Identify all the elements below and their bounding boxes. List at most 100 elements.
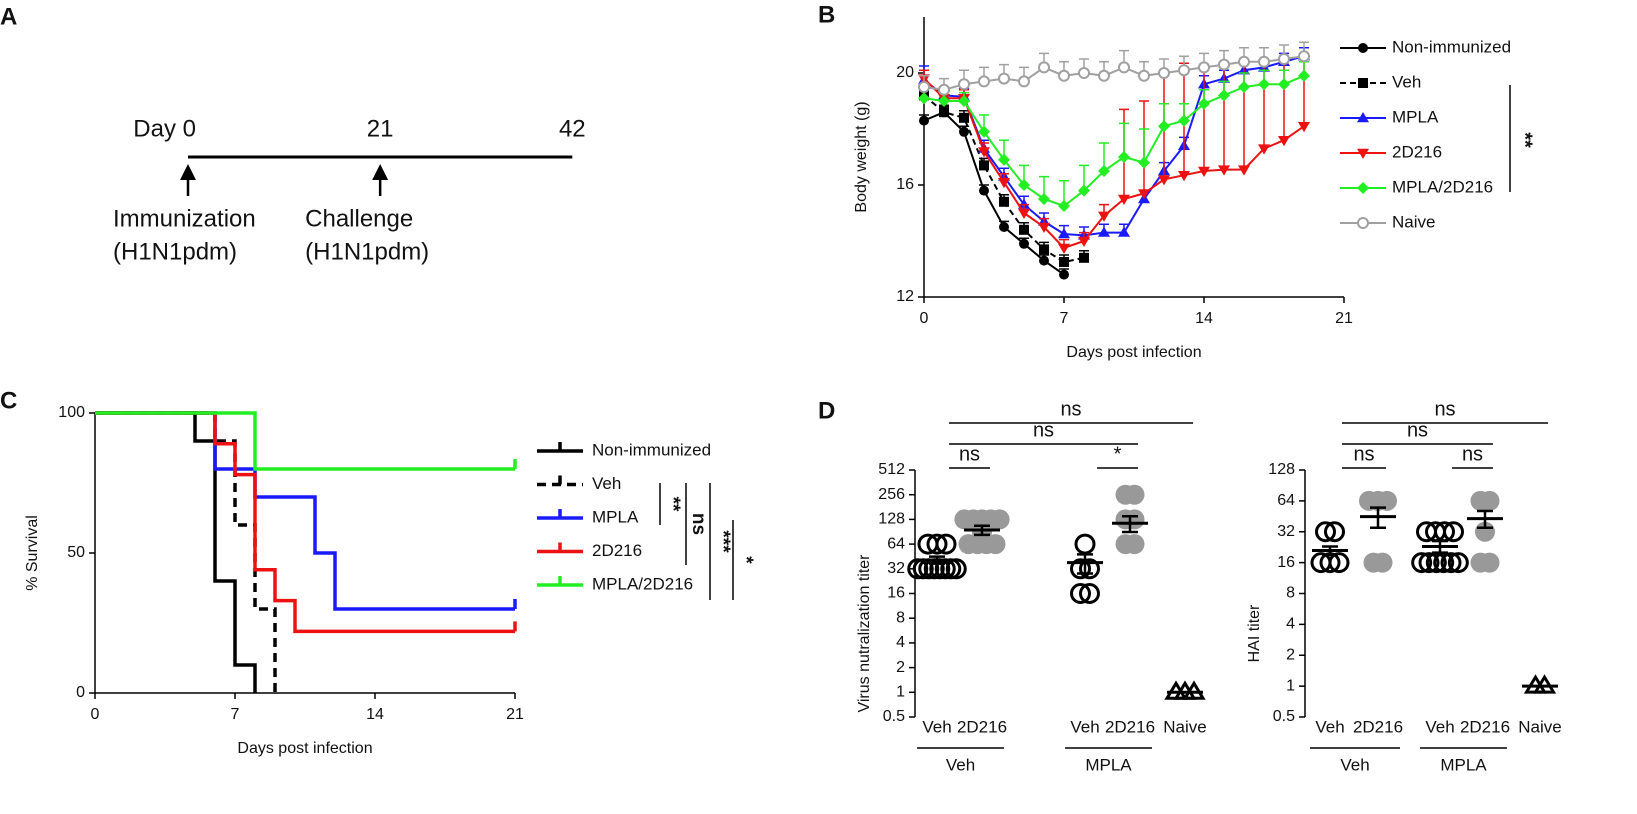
y-tick-label: 1: [1286, 677, 1295, 694]
y-axis-label: HAI titer: [1246, 604, 1263, 662]
y-axis-label: % Survival: [24, 515, 41, 591]
data-point: [1098, 211, 1110, 222]
data-point: [935, 533, 957, 555]
data-point: [1058, 200, 1070, 212]
category-label: Veh: [1070, 717, 1099, 736]
data-point: [1118, 226, 1130, 237]
timeline-tick-label: Day 0: [133, 115, 196, 142]
category-label: 2D216: [1460, 717, 1510, 736]
data-point: [1258, 78, 1270, 91]
data-point: [938, 95, 950, 107]
legend-label: Naive: [1392, 212, 1435, 231]
significance-label: ns: [1033, 419, 1054, 441]
y-tick-label: 64: [887, 535, 905, 552]
x-axis-label: Days post infection: [1066, 344, 1201, 361]
legend-label: MPLA/2D216: [1392, 177, 1493, 196]
data-point: [1078, 184, 1090, 197]
significance-label: ns: [1434, 398, 1455, 420]
data-point: [1118, 194, 1130, 205]
data-point: [1118, 61, 1130, 74]
data-point: [979, 160, 989, 171]
category-label: Veh: [922, 717, 951, 736]
data-point: [1218, 58, 1230, 71]
data-point: [1098, 69, 1110, 82]
data-point: [1074, 533, 1096, 555]
data-point: [926, 533, 948, 555]
y-axis-label: Virus nutralization titer: [856, 554, 873, 713]
sem-bar: [1477, 509, 1493, 530]
data-point: [1098, 226, 1110, 237]
data-point: [978, 75, 990, 88]
data-point: [978, 147, 990, 158]
y-tick-label: 16: [887, 585, 905, 602]
legend-label: Veh: [592, 474, 621, 493]
sem-bar: [1322, 545, 1338, 557]
panel-label: A: [0, 3, 17, 30]
event-arrow-head: [372, 164, 389, 180]
y-tick-label: 50: [67, 544, 85, 561]
data-point: [1158, 67, 1170, 79]
x-axis-label: Days post infection: [237, 740, 372, 757]
x-tick-label: 0: [920, 310, 929, 327]
data-point: [1059, 257, 1069, 267]
error-bar: [1199, 63, 1209, 171]
y-tick-label: 8: [896, 609, 905, 626]
data-point: [945, 558, 967, 580]
significance-label: *: [1114, 443, 1122, 465]
data-point: [1138, 69, 1150, 82]
y-tick-label: 20: [896, 64, 914, 81]
x-tick-label: 21: [1335, 310, 1353, 327]
significance-label: ns: [1060, 398, 1081, 420]
data-point: [1178, 171, 1190, 182]
y-tick-label: 64: [1277, 492, 1295, 509]
y-tick-label: 512: [878, 461, 905, 478]
data-point: [959, 126, 969, 137]
data-point: [1440, 552, 1462, 574]
data-point: [1058, 243, 1070, 254]
y-tick-label: 4: [1286, 616, 1295, 633]
x-tick-label: 0: [91, 706, 100, 723]
data-point: [1198, 166, 1210, 177]
data-point: [1058, 228, 1070, 239]
data-point: [1018, 198, 1030, 209]
panel-label: C: [0, 387, 17, 414]
y-tick-label: 32: [887, 560, 905, 577]
x-tick-label: 7: [1060, 310, 1069, 327]
data-point: [998, 178, 1010, 189]
legend-label: 2D216: [592, 541, 642, 560]
category-label: 2D216: [957, 717, 1007, 736]
y-tick-label: 128: [878, 511, 905, 528]
data-point: [1098, 165, 1110, 177]
data-point: [1019, 238, 1029, 249]
legend-label: MPLA: [1392, 107, 1439, 126]
category-label: Naive: [1163, 717, 1206, 736]
data-point: [1138, 189, 1150, 200]
data-point: [1238, 55, 1250, 68]
data-point: [1479, 490, 1500, 511]
data-point: [998, 72, 1010, 85]
category-label: Veh: [1315, 717, 1344, 736]
sem-bar: [1370, 506, 1386, 530]
x-tick-label: 21: [506, 706, 524, 723]
data-point: [1158, 175, 1170, 186]
y-tick-label: 4: [896, 634, 905, 651]
survival-curve: [95, 411, 257, 693]
significance-label: ns: [1407, 419, 1428, 441]
legend-marker: [1357, 182, 1369, 194]
sem-bar: [929, 555, 945, 565]
group-label: Veh: [1340, 755, 1369, 774]
data-point: [1039, 255, 1049, 266]
y-tick-label: 100: [58, 404, 85, 421]
survival-curve: [95, 411, 277, 693]
y-tick-label: 0.5: [1273, 708, 1295, 725]
data-point: [1178, 64, 1190, 77]
event-sublabel: (H1N1pdm): [113, 238, 237, 265]
panel-label: D: [818, 397, 835, 424]
data-point: [1238, 165, 1250, 176]
data-point: [999, 222, 1009, 232]
legend-marker: [1358, 43, 1368, 53]
legend-label: Non-immunized: [1392, 37, 1511, 56]
y-axis-label: Body weight (g): [853, 101, 870, 212]
significance-label: ***: [712, 530, 733, 553]
data-point: [985, 534, 1006, 555]
